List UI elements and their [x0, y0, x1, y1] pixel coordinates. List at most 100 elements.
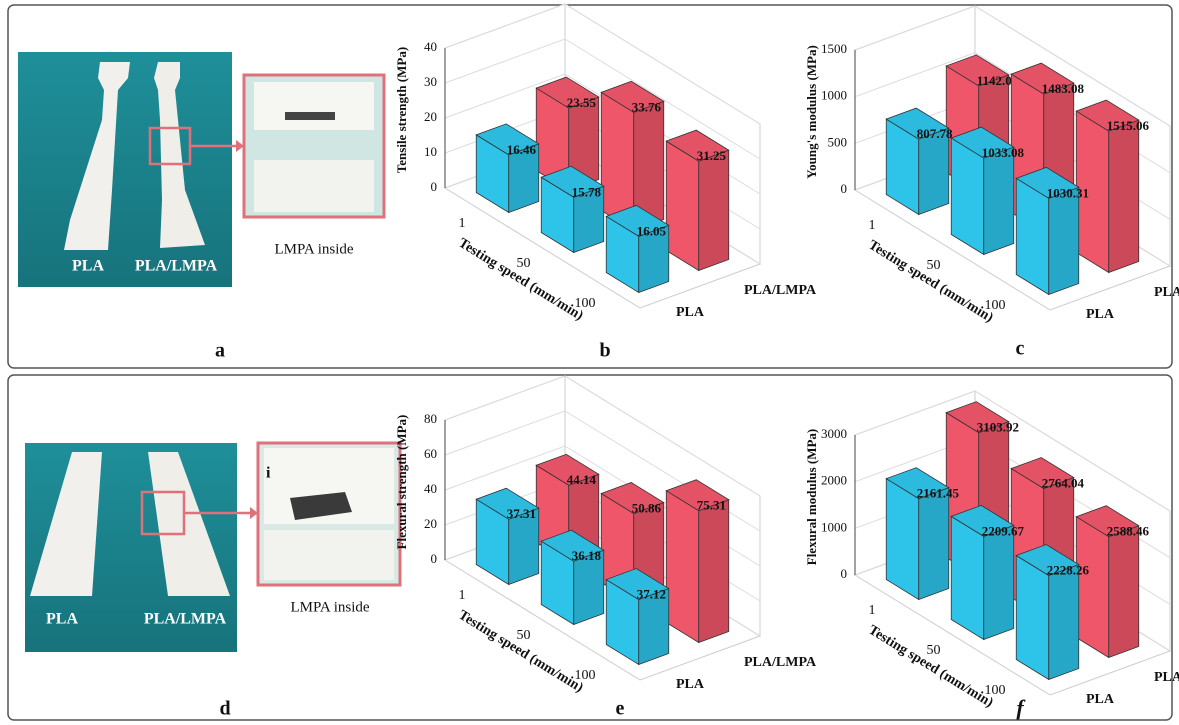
series-label: PLA	[1086, 692, 1115, 707]
photo-label: PLA/LMPA	[135, 258, 218, 275]
data-label: 1483.08	[1042, 81, 1085, 96]
x-axis-label: Testing speed (mm/min)	[456, 608, 586, 696]
zoom-marker: i	[266, 465, 271, 482]
y-tick-label: 1500	[821, 41, 847, 56]
y-tick-label: 40	[424, 481, 437, 496]
x-tick-label: 1	[869, 603, 876, 618]
y-tick-label: 40	[424, 39, 437, 54]
bar-side	[1049, 187, 1079, 294]
series-label: PLA	[676, 305, 705, 320]
data-label: 23.55	[567, 95, 597, 110]
bar-side	[1109, 526, 1139, 658]
series-label: PLA	[676, 677, 705, 692]
panel-label: e	[616, 698, 625, 720]
y-tick-label: 1000	[821, 519, 847, 534]
data-label: 3103.92	[977, 420, 1019, 435]
x-axis-label: Testing speed (mm/min)	[866, 238, 996, 326]
photo-label: PLA	[46, 611, 78, 628]
y-tick-label: 0	[431, 179, 438, 194]
x-tick-label: 1	[459, 216, 466, 231]
data-label: 16.05	[637, 223, 667, 238]
y-axis-label: Flexural modulus (MPa)	[804, 429, 819, 566]
panel-label: a	[215, 340, 225, 362]
y-tick-label: 0	[841, 181, 848, 196]
photo-d: i PLA PLA/LMPA LMPA inside	[25, 443, 400, 652]
bar	[886, 108, 949, 214]
data-label: 2209.67	[982, 523, 1025, 538]
data-label: 16.46	[507, 142, 537, 157]
data-label: 37.31	[507, 506, 536, 521]
bar-front	[666, 491, 699, 643]
y-tick-label: 2000	[821, 473, 847, 488]
series-label: PLA	[1086, 307, 1115, 322]
photo-a: PLA PLA/LMPA LMPA inside	[18, 52, 384, 287]
series-label: PLA/LMPA	[744, 283, 817, 298]
zoom-label: LMPA inside	[274, 241, 353, 257]
panel-label: c	[1016, 338, 1025, 360]
photo-label: PLA/LMPA	[144, 611, 227, 628]
photo-label: PLA	[72, 258, 104, 275]
data-label: 1030.31	[1047, 185, 1089, 200]
y-axis-label: Young's modulus (MPa)	[804, 45, 819, 179]
bar-side	[1109, 120, 1139, 272]
bar-side	[699, 150, 729, 270]
zoom-label: LMPA inside	[290, 599, 369, 615]
series-label: PLA/LMPA	[1154, 670, 1179, 685]
bar	[606, 569, 669, 665]
data-label: 2161.45	[917, 486, 960, 501]
data-label: 37.12	[637, 587, 666, 602]
bar-front	[951, 516, 984, 639]
bar-side	[919, 488, 949, 600]
y-tick-label: 0	[431, 551, 438, 566]
y-tick-label: 20	[424, 516, 437, 531]
data-label: 15.78	[572, 184, 602, 199]
y-tick-label: 0	[841, 566, 848, 581]
y-tick-label: 10	[424, 144, 437, 159]
y-tick-label: 3000	[821, 426, 847, 441]
y-tick-label: 20	[424, 109, 437, 124]
chart: 0100020003000Flexural modulus (MPa)15010…	[804, 391, 1179, 711]
data-label: 1515.06	[1107, 118, 1150, 133]
bar-side	[1049, 565, 1079, 680]
bar-front	[886, 479, 919, 600]
bar-side	[984, 147, 1014, 254]
data-label: 36.18	[572, 548, 602, 563]
data-label: 2764.04	[1042, 475, 1085, 490]
y-tick-label: 30	[424, 74, 437, 89]
bar-front	[1016, 556, 1049, 680]
data-label: 33.76	[632, 99, 662, 114]
data-label: 1033.08	[982, 145, 1025, 160]
x-axis-label: Testing speed (mm/min)	[456, 236, 586, 324]
bar	[541, 530, 604, 624]
y-tick-label: 500	[828, 134, 848, 149]
x-axis-label: Testing speed (mm/min)	[866, 623, 996, 711]
y-axis-label: Flexural strength (MPa)	[394, 415, 409, 550]
y-tick-label: 80	[424, 411, 437, 426]
bar-front	[666, 141, 699, 270]
data-label: 75.31	[697, 498, 726, 513]
bar-front	[1076, 517, 1109, 658]
bar	[476, 488, 539, 584]
series-label: PLA/LMPA	[1154, 285, 1179, 300]
x-tick-label: 1	[869, 218, 876, 233]
panel-label: f	[1016, 695, 1026, 720]
y-axis-label: Tensile strength (MPa)	[394, 47, 409, 173]
data-label: 807.78	[917, 126, 953, 141]
y-tick-label: 1000	[821, 88, 847, 103]
panel-label: d	[219, 698, 230, 720]
data-label: 31.25	[697, 148, 727, 163]
data-label: 50.86	[632, 500, 662, 515]
bar-side	[984, 525, 1014, 639]
x-tick-label: 1	[459, 588, 466, 603]
data-label: 2588.46	[1107, 524, 1150, 539]
y-tick-label: 60	[424, 446, 437, 461]
figure: PLA PLA/LMPA LMPA inside i PLA PLA/LMPA …	[0, 0, 1179, 725]
data-label: 2228.26	[1047, 562, 1090, 577]
panel-label: b	[599, 340, 610, 362]
bar-side	[699, 500, 729, 643]
series-label: PLA/LMPA	[744, 655, 817, 670]
data-label: 44.14	[567, 472, 597, 487]
